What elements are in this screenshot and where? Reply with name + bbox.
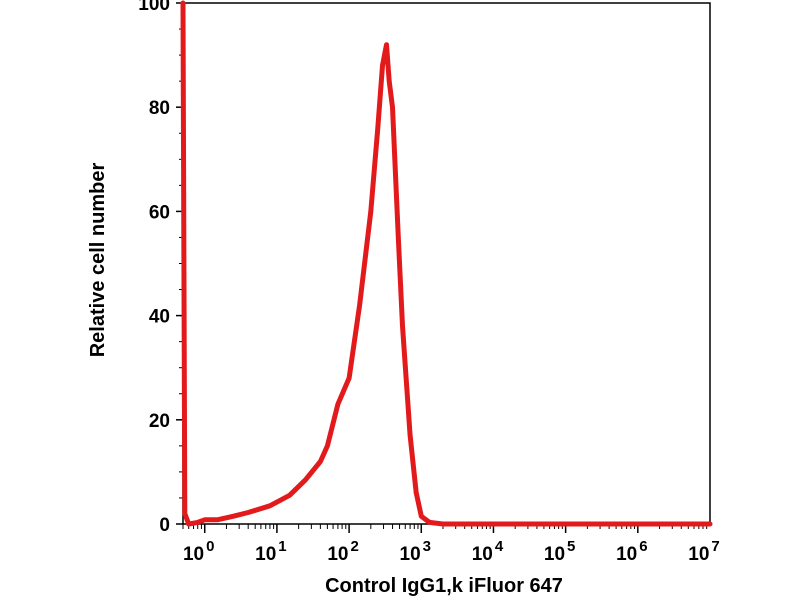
- y-tick-label: 0: [159, 515, 170, 536]
- y-tick-label: 60: [149, 202, 170, 223]
- x-tick-label: 10 6: [616, 538, 647, 565]
- histogram-series-line: [180, 0, 713, 527]
- x-tick-label: 10 1: [255, 538, 286, 565]
- x-tick-label: 10 7: [688, 538, 719, 565]
- y-axis-title: Relative cell number: [87, 163, 109, 358]
- x-axis-title: Control IgG1,k iFluor 647: [325, 575, 563, 597]
- y-tick-label: 100: [138, 0, 170, 15]
- x-tick-label: 10 2: [327, 538, 358, 565]
- x-tick-label: 10 3: [400, 538, 431, 565]
- plot-frame: [182, 2, 711, 525]
- x-tick-label: 10 4: [472, 538, 504, 565]
- y-tick-label: 20: [149, 411, 170, 432]
- y-tick-label: 40: [149, 307, 170, 328]
- x-tick-label: 10 0: [183, 538, 214, 565]
- x-tick-label: 10 5: [544, 538, 575, 565]
- y-tick-label: 80: [149, 98, 170, 119]
